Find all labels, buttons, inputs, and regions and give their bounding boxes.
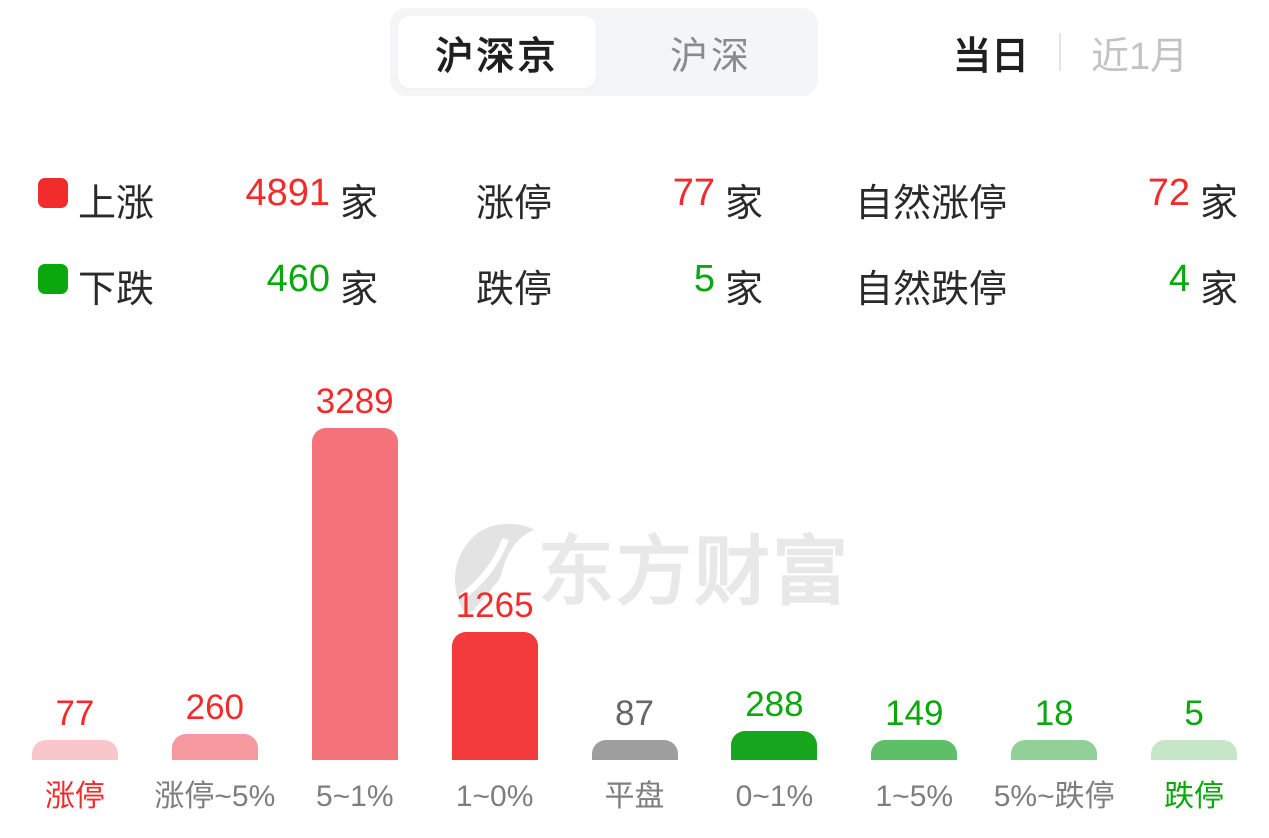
- chart-column: 5 跌停: [1124, 350, 1264, 838]
- chart-column: 1265 1~0%: [425, 350, 565, 838]
- bar[interactable]: [871, 740, 958, 760]
- chart-column: 3289 5~1%: [285, 350, 425, 838]
- bar[interactable]: [31, 740, 118, 760]
- price-change-distribution-chart: 77 涨停 260 涨停~5% 3289 5~1% 1265 1~0% 87 平盘 288 0~1% 1…: [0, 350, 1269, 838]
- unit-label: 家: [725, 183, 764, 225]
- advancers-row: 上涨 4891 家 涨停 77 家 自然涨停 72 家: [0, 172, 1269, 225]
- bar[interactable]: [731, 731, 818, 760]
- bar-value-label: 77: [55, 694, 95, 733]
- up-legend-icon: [38, 178, 68, 208]
- period-divider: [1059, 33, 1062, 71]
- up-count: 4891: [245, 172, 330, 214]
- category-label: 涨停~5%: [154, 780, 276, 813]
- down-legend-icon: [38, 264, 68, 294]
- bar[interactable]: [591, 740, 678, 760]
- tab-hu-shen[interactable]: 沪深: [669, 35, 752, 78]
- bar-value-label: 5: [1184, 694, 1204, 733]
- unit-label: 家: [1200, 183, 1239, 225]
- limit-down-count: 5: [693, 258, 715, 300]
- chart-column: 149 1~5%: [844, 350, 984, 838]
- category-label: 1~5%: [875, 780, 954, 813]
- category-label: 5~1%: [315, 780, 394, 813]
- chart-column: 260 涨停~5%: [145, 350, 285, 838]
- bar-value-label: 149: [885, 694, 944, 733]
- chart-column: 288 0~1%: [704, 350, 844, 838]
- natural-limit-up-count: 72: [1147, 172, 1190, 214]
- bar-value-label: 1265: [455, 586, 534, 625]
- natural-limit-down-count: 4: [1168, 258, 1190, 300]
- period-option-1month[interactable]: 近1月: [1091, 35, 1189, 78]
- chart-column: 77 涨停: [5, 350, 145, 838]
- bar[interactable]: [451, 632, 538, 760]
- category-label: 平盘: [604, 780, 665, 813]
- unit-label: 家: [340, 269, 379, 311]
- bar-value-label: 260: [185, 688, 245, 727]
- unit-label: 家: [1200, 269, 1239, 311]
- unit-label: 家: [340, 183, 379, 225]
- down-count: 460: [266, 258, 330, 300]
- bar[interactable]: [1011, 740, 1098, 760]
- bar-value-label: 18: [1034, 694, 1074, 733]
- limit-down-label: 跌停: [476, 269, 553, 311]
- up-label: 上涨: [78, 183, 155, 225]
- category-label: 涨停: [44, 780, 105, 813]
- bar[interactable]: [311, 428, 398, 760]
- period-option-today[interactable]: 当日: [953, 35, 1030, 78]
- decliners-row: 下跌 460 家 跌停 5 家 自然跌停 4 家: [0, 258, 1269, 311]
- down-label: 下跌: [78, 269, 155, 311]
- bar-value-label: 3289: [315, 382, 394, 421]
- bar[interactable]: [1151, 740, 1238, 760]
- bar[interactable]: [171, 734, 258, 760]
- market-breadth-stats: 上涨 4891 家 涨停 77 家 自然涨停 72 家 下跌 460 家 跌停 …: [0, 172, 1269, 344]
- category-label: 5%~跌停: [993, 780, 1115, 813]
- natural-limit-down-label: 自然跌停: [855, 269, 1008, 311]
- tab-hu-shen-jing[interactable]: 沪深京: [398, 16, 596, 88]
- market-tabs: 沪深京 沪深: [390, 8, 818, 96]
- bar-value-label: 87: [615, 694, 654, 733]
- chart-column: 18 5%~跌停: [984, 350, 1124, 838]
- limit-up-count: 77: [672, 172, 715, 214]
- period-toggle: 当日 近1月: [953, 26, 1188, 78]
- limit-up-label: 涨停: [476, 183, 553, 225]
- category-label: 1~0%: [455, 780, 534, 813]
- natural-limit-up-label: 自然涨停: [855, 183, 1008, 225]
- category-label: 跌停: [1164, 780, 1225, 813]
- chart-column: 87 平盘: [565, 350, 705, 838]
- unit-label: 家: [725, 269, 764, 311]
- bar-value-label: 288: [745, 685, 804, 724]
- category-label: 0~1%: [735, 780, 814, 813]
